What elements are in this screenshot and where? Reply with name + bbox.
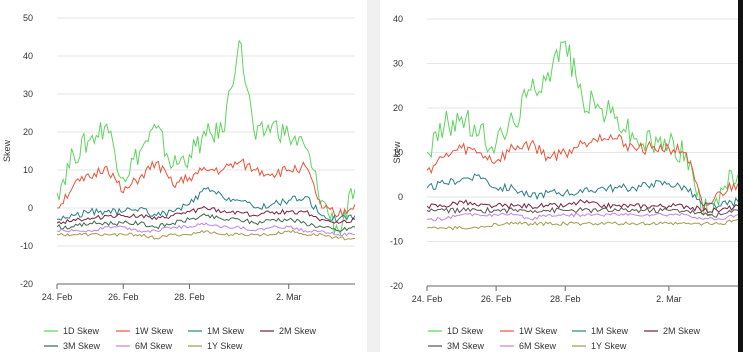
legend-label: 6M Skew — [519, 341, 557, 351]
x-tick-label: 26. Feb — [481, 294, 512, 304]
legend-item[interactable]: 1D Skew — [428, 326, 484, 336]
series-line — [57, 186, 355, 224]
y-tick-label: 0 — [398, 192, 403, 202]
legend-label: 1W Skew — [135, 326, 174, 336]
series-line — [427, 133, 738, 211]
y-tick-label: -20 — [20, 279, 33, 289]
x-tick-label: 24. Feb — [42, 292, 73, 302]
window-edge — [738, 0, 743, 352]
legend-label: 1D Skew — [63, 326, 100, 336]
skew-chart-left-svg: -20 -10 0 10 20 30 40 50 Skew 24. Feb 26. Feb 28. F… — [2, 13, 355, 351]
x-tick-label: 26. Feb — [108, 292, 139, 302]
y-tick-label: -10 — [20, 241, 33, 251]
legend-item[interactable]: 3M Skew — [428, 341, 485, 351]
y-tick-label: 0 — [28, 203, 33, 213]
legend-label: 6M Skew — [135, 341, 173, 351]
y-tick-label: 30 — [393, 59, 403, 69]
legend-item[interactable]: 1Y Skew — [188, 341, 243, 351]
skew-chart-left: -20 -10 0 10 20 30 40 50 Skew 24. Feb 26. Feb 28. F… — [0, 0, 367, 352]
legend-item[interactable]: 3M Skew — [44, 341, 101, 351]
legend-item[interactable]: 2M Skew — [260, 326, 317, 336]
y-tick-label: 50 — [23, 13, 33, 23]
series-line — [427, 198, 738, 214]
legend-item[interactable]: 2M Skew — [644, 326, 701, 336]
legend-label: 2M Skew — [663, 326, 701, 336]
series-line — [427, 206, 738, 218]
y-tick-label: 10 — [393, 148, 403, 158]
series-line — [57, 213, 355, 232]
legend-item[interactable]: 1Y Skew — [572, 341, 627, 351]
legend-item[interactable]: 1W Skew — [116, 326, 174, 336]
skew-chart-right: -20 -10 0 10 20 30 40 Skew 24. Feb 26. Feb 28. Feb… — [380, 0, 743, 352]
series-line — [427, 218, 738, 231]
y-axis-label: Skew — [2, 139, 12, 162]
y-tick-label: 40 — [23, 51, 33, 61]
y-tick-label: 10 — [23, 165, 33, 175]
y-tick-label: -10 — [390, 237, 403, 247]
series-line — [57, 229, 355, 241]
series-line — [427, 40, 738, 217]
y-tick-label: -20 — [390, 281, 403, 291]
legend-label: 1D Skew — [447, 326, 484, 336]
legend-label: 1M Skew — [207, 326, 245, 336]
skew-chart-right-svg: -20 -10 0 10 20 30 40 Skew 24. Feb 26. Feb 28. Feb… — [390, 14, 738, 351]
series-line — [427, 212, 738, 222]
legend-label: 1M Skew — [591, 326, 629, 336]
series-line — [57, 39, 355, 236]
legend-label: 3M Skew — [63, 341, 101, 351]
legend-item[interactable]: 1M Skew — [188, 326, 245, 336]
series-line — [57, 222, 355, 237]
x-tick-label: 24. Feb — [412, 294, 443, 304]
x-tick-label: 2. Mar — [276, 292, 302, 302]
y-axis-label: Skew — [392, 141, 402, 164]
legend-label: 1W Skew — [519, 326, 558, 336]
x-tick-label: 28. Feb — [174, 292, 205, 302]
x-tick-label: 28. Feb — [550, 294, 581, 304]
y-tick-label: 30 — [23, 89, 33, 99]
legend-label: 2M Skew — [279, 326, 317, 336]
legend-item[interactable]: 1M Skew — [572, 326, 629, 336]
legend-label: 1Y Skew — [591, 341, 627, 351]
legend-label: 1Y Skew — [207, 341, 243, 351]
panel-divider — [367, 0, 380, 352]
legend-label: 3M Skew — [447, 341, 485, 351]
series-line — [57, 158, 355, 218]
series-line — [57, 205, 355, 225]
y-tick-label: 20 — [23, 127, 33, 137]
legend-item[interactable]: 6M Skew — [116, 341, 173, 351]
legend-item[interactable]: 1W Skew — [500, 326, 558, 336]
x-tick-label: 2. Mar — [656, 294, 682, 304]
series-line — [427, 173, 738, 210]
y-tick-label: 40 — [393, 14, 403, 24]
legend-item[interactable]: 6M Skew — [500, 341, 557, 351]
legend-item[interactable]: 1D Skew — [44, 326, 100, 336]
y-tick-label: 20 — [393, 103, 403, 113]
